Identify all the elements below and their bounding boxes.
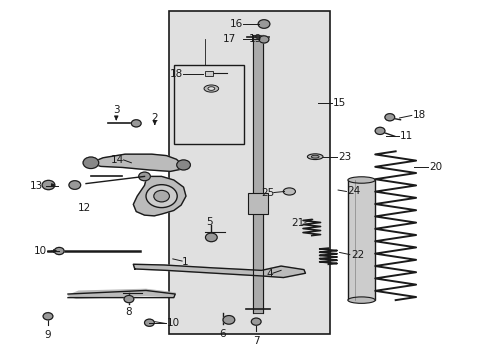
Ellipse shape [283,188,295,195]
Bar [347,180,374,300]
Circle shape [223,316,234,324]
Text: 21: 21 [291,218,305,228]
Circle shape [146,185,177,208]
Circle shape [251,318,261,325]
Circle shape [83,157,99,168]
Circle shape [258,20,269,28]
Ellipse shape [307,154,323,159]
Text: 9: 9 [44,330,51,340]
Circle shape [154,190,169,202]
Ellipse shape [347,297,374,303]
Polygon shape [133,264,305,278]
Circle shape [43,313,53,320]
Text: 1: 1 [182,257,188,267]
Circle shape [259,36,268,43]
Ellipse shape [311,155,319,158]
Circle shape [176,160,190,170]
Bar [173,65,244,144]
Text: 11: 11 [399,131,412,141]
Text: 2: 2 [151,113,158,123]
Text: 3: 3 [113,105,120,115]
Text: 13: 13 [30,181,43,191]
Text: 10: 10 [34,246,47,256]
Ellipse shape [347,177,374,183]
Text: 8: 8 [125,307,132,317]
Text: 24: 24 [346,186,360,197]
Circle shape [374,127,384,134]
Ellipse shape [207,87,214,90]
Text: 25: 25 [261,188,274,198]
Circle shape [205,233,217,242]
Text: 23: 23 [337,152,351,162]
Text: 18: 18 [412,111,425,121]
Text: 10: 10 [166,319,179,328]
Text: 16: 16 [230,19,243,29]
Text: 15: 15 [332,98,346,108]
Text: 12: 12 [77,203,90,213]
Polygon shape [91,154,183,171]
Polygon shape [68,289,175,298]
Text: 22: 22 [350,250,363,260]
Circle shape [54,247,64,255]
Circle shape [384,114,394,121]
Text: 14: 14 [110,155,123,165]
Bar [168,12,329,334]
Text: 7: 7 [252,336,259,346]
Bar [248,193,267,214]
Text: 4: 4 [265,269,272,279]
Circle shape [139,172,150,181]
Text: 17: 17 [222,35,235,44]
Circle shape [131,120,141,127]
Circle shape [124,296,134,303]
Circle shape [144,319,154,326]
Polygon shape [253,35,263,313]
Text: 6: 6 [219,329,225,339]
Polygon shape [133,176,185,216]
Text: 18: 18 [169,69,183,79]
Bar [205,71,212,76]
Ellipse shape [203,85,218,92]
Text: 5: 5 [205,217,212,226]
Circle shape [69,181,81,189]
Text: 19: 19 [248,35,262,44]
Text: 20: 20 [428,162,441,172]
Circle shape [42,180,55,190]
